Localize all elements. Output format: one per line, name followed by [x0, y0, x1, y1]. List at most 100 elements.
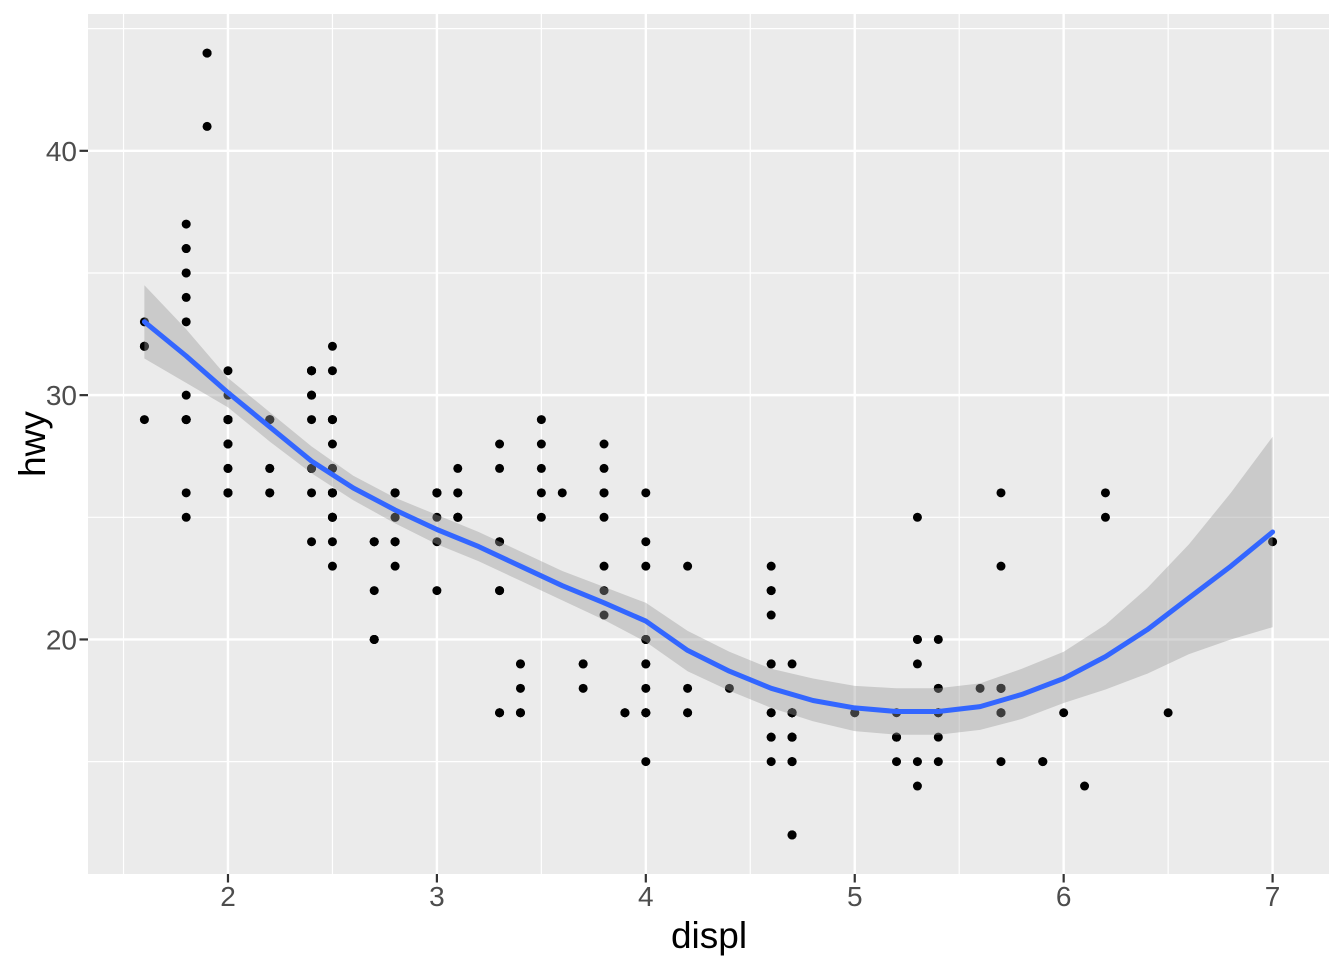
- data-point: [307, 366, 317, 376]
- data-point: [453, 463, 463, 473]
- data-point: [515, 659, 525, 669]
- data-point: [390, 488, 400, 498]
- data-point: [390, 561, 400, 571]
- data-point: [599, 463, 609, 473]
- data-point: [996, 757, 1006, 767]
- smooth-line: [141, 319, 1276, 714]
- data-point: [683, 683, 693, 693]
- data-point: [369, 634, 379, 644]
- data-point: [892, 757, 902, 767]
- data-point: [641, 561, 651, 571]
- data-point: [683, 561, 693, 571]
- data-point: [453, 488, 463, 498]
- data-point: [787, 659, 797, 669]
- x-tick-label: 2: [220, 881, 236, 912]
- points-layer: [139, 48, 1278, 840]
- data-point: [515, 683, 525, 693]
- data-point: [766, 659, 776, 669]
- x-tick-label: 7: [1265, 881, 1281, 912]
- data-point: [139, 341, 149, 351]
- x-tick-label: 3: [429, 881, 445, 912]
- data-point: [578, 683, 588, 693]
- data-point: [557, 488, 567, 498]
- data-point: [766, 586, 776, 596]
- data-point: [766, 708, 776, 718]
- data-point: [599, 439, 609, 449]
- data-point: [327, 488, 337, 498]
- data-point: [139, 415, 149, 425]
- data-point: [766, 757, 776, 767]
- data-point: [536, 512, 546, 522]
- data-point: [495, 537, 505, 547]
- data-point: [327, 366, 337, 376]
- data-point: [620, 708, 630, 718]
- data-point: [223, 463, 233, 473]
- data-point: [495, 439, 505, 449]
- data-point: [223, 366, 233, 376]
- data-point: [912, 634, 922, 644]
- data-point: [933, 634, 943, 644]
- data-point: [181, 415, 191, 425]
- data-point: [641, 683, 651, 693]
- data-point: [181, 488, 191, 498]
- data-point: [578, 659, 588, 669]
- data-point: [181, 268, 191, 278]
- data-point: [181, 244, 191, 254]
- data-point: [307, 415, 317, 425]
- data-point: [996, 488, 1006, 498]
- data-point: [1268, 537, 1278, 547]
- data-point: [787, 757, 797, 767]
- data-point: [307, 390, 317, 400]
- data-point: [327, 439, 337, 449]
- data-point: [453, 512, 463, 522]
- data-point: [223, 439, 233, 449]
- data-point: [1059, 708, 1069, 718]
- data-point: [515, 708, 525, 718]
- confidence-ribbon: [144, 285, 1273, 735]
- data-point: [1100, 512, 1110, 522]
- data-point: [787, 708, 797, 718]
- data-point: [202, 48, 212, 58]
- data-point: [432, 488, 442, 498]
- x-tick-label: 4: [638, 881, 654, 912]
- data-point: [912, 659, 922, 669]
- data-point: [599, 561, 609, 571]
- data-point: [265, 488, 275, 498]
- data-point: [495, 463, 505, 473]
- data-point: [1038, 757, 1048, 767]
- data-point: [327, 512, 337, 522]
- data-point: [724, 683, 734, 693]
- data-point: [181, 292, 191, 302]
- data-point: [536, 415, 546, 425]
- data-point: [933, 732, 943, 742]
- data-point: [975, 683, 985, 693]
- data-point: [327, 561, 337, 571]
- data-point: [390, 537, 400, 547]
- data-point: [599, 586, 609, 596]
- data-point: [599, 610, 609, 620]
- data-point: [641, 634, 651, 644]
- data-point: [892, 732, 902, 742]
- data-point: [933, 757, 943, 767]
- data-point: [307, 463, 317, 473]
- data-point: [641, 488, 651, 498]
- data-point: [641, 659, 651, 669]
- data-point: [327, 537, 337, 547]
- data-point: [223, 415, 233, 425]
- data-point: [996, 561, 1006, 571]
- data-point: [390, 512, 400, 522]
- data-point: [181, 317, 191, 327]
- data-point: [912, 757, 922, 767]
- data-point: [599, 512, 609, 522]
- data-point: [641, 708, 651, 718]
- panel-layer: [88, 14, 1329, 874]
- panel-background: [88, 14, 1329, 874]
- data-point: [641, 757, 651, 767]
- data-point: [933, 683, 943, 693]
- data-point: [181, 512, 191, 522]
- x-tick-label: 6: [1056, 881, 1072, 912]
- data-point: [265, 463, 275, 473]
- data-point: [1100, 488, 1110, 498]
